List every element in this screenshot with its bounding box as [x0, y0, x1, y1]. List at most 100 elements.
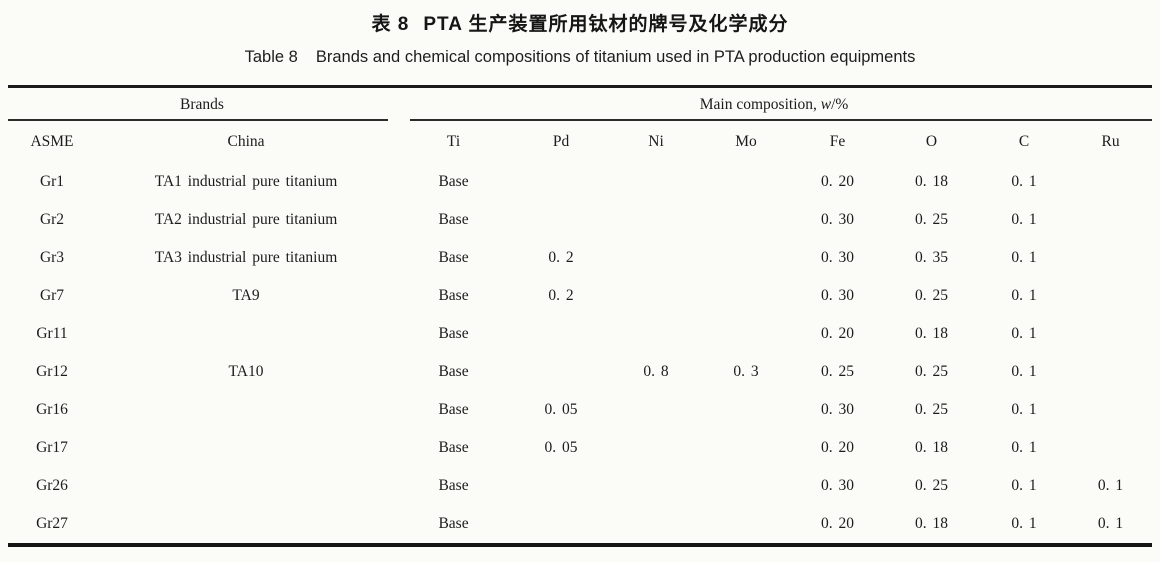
table-cell	[611, 505, 701, 545]
table-cell: 0. 25	[821, 363, 855, 380]
column-header-asme: ASME	[30, 133, 74, 150]
group-header-main-composition: Main composition, w/%	[396, 87, 1153, 122]
table-cell: 0. 1	[1011, 363, 1037, 380]
column-header-china: China	[227, 133, 265, 150]
table-cell: 0. 05	[544, 439, 578, 456]
group-header-row: Brands Main composition, w/%	[8, 87, 1153, 122]
table-cell: 0. 1	[1011, 325, 1037, 342]
table-cell	[1069, 353, 1152, 391]
table-row: Gr17 Base 0. 05 0. 20 0. 18 0. 1	[8, 429, 1152, 467]
column-header-ni: Ni	[648, 133, 664, 150]
table-row: Gr26 Base 0. 30 0. 25 0. 1 0. 1	[8, 467, 1152, 505]
table-cell	[611, 277, 701, 315]
table-cell: Base	[438, 477, 469, 494]
table-cell: 0. 1	[1011, 287, 1037, 304]
table-cell: 0. 1	[1011, 515, 1037, 532]
table-title-en-text: Brands and chemical compositions of tita…	[315, 48, 916, 66]
table-cell: 0. 25	[915, 477, 949, 494]
table-cell	[611, 391, 701, 429]
composition-label-prefix: Main composition,	[699, 95, 821, 113]
table-cell	[511, 505, 611, 545]
table-cell: TA9	[232, 287, 260, 304]
table-cell: 0. 05	[544, 401, 578, 418]
table-cell: Gr2	[39, 211, 65, 228]
table-cell	[1069, 277, 1152, 315]
table-cell: 0. 25	[915, 363, 949, 380]
table-cell: 0. 18	[915, 515, 949, 532]
table-cell: 0. 25	[915, 211, 949, 228]
table-cell	[511, 201, 611, 239]
table-cell	[701, 277, 791, 315]
table-cell: Gr1	[39, 173, 65, 190]
table-cell	[701, 315, 791, 353]
table-cell	[1069, 239, 1152, 277]
table-cell	[611, 239, 701, 277]
table-number-cn: 表 8	[371, 14, 410, 35]
column-header-ru: Ru	[1101, 133, 1120, 150]
column-header-o: O	[925, 133, 938, 150]
table-title-cn-text: PTA 生产装置所用钛材的牌号及化学成分	[423, 14, 789, 35]
table-row: Gr27 Base 0. 20 0. 18 0. 1 0. 1	[8, 505, 1152, 545]
table-cell: Base	[438, 287, 469, 304]
table-cell: Base	[438, 515, 469, 532]
table-cell: 0. 2	[548, 287, 574, 304]
table-cell	[511, 163, 611, 201]
table-row: Gr3 TA3 industrial pure titanium Base 0. 2 0…	[8, 239, 1152, 277]
table-cell: 0. 1	[1011, 173, 1037, 190]
table-row: Gr16 Base 0. 05 0. 30 0. 25 0. 1	[8, 391, 1152, 429]
table-row: Gr11 Base 0. 20 0. 18 0. 1	[8, 315, 1152, 353]
table-cell: 0. 35	[915, 249, 949, 266]
table-cell: 0. 1	[1011, 439, 1037, 456]
table-cell	[1069, 315, 1152, 353]
table-cell	[701, 163, 791, 201]
table-cell	[96, 505, 396, 545]
table-cell: 0. 20	[821, 515, 855, 532]
table-cell	[96, 315, 396, 353]
column-header-pd: Pd	[552, 133, 570, 150]
column-header-ti: Ti	[446, 133, 461, 150]
table-cell	[701, 505, 791, 545]
table-cell	[511, 353, 611, 391]
table-cell	[1069, 163, 1152, 201]
table-head: Brands Main composition, w/% ASME China Ti…	[8, 87, 1153, 164]
table-cell	[701, 429, 791, 467]
table-cell	[611, 467, 701, 505]
table-cell: 0. 18	[915, 325, 949, 342]
table-cell: Base	[438, 173, 469, 190]
table-cell	[701, 467, 791, 505]
table-cell: 0. 18	[915, 173, 949, 190]
table-row: Gr1 TA1 industrial pure titanium Base 0. 20…	[8, 163, 1152, 201]
table-row: Gr2 TA2 industrial pure titanium Base 0. 30…	[8, 201, 1152, 239]
table-cell: 0. 25	[915, 287, 949, 304]
table-cell	[1069, 201, 1152, 239]
table-cell: TA1 industrial pure titanium	[154, 173, 338, 190]
table-cell: Gr16	[36, 401, 68, 418]
table-cell: 0. 30	[821, 211, 855, 228]
table-cell	[511, 467, 611, 505]
table-cell: Base	[438, 363, 469, 380]
table-cell: TA3 industrial pure titanium	[154, 249, 338, 266]
table-cell: 0. 1	[1011, 477, 1037, 494]
group-header-brands: Brands	[8, 87, 396, 122]
table-cell: TA10	[228, 363, 264, 380]
column-header-c: C	[1018, 133, 1030, 150]
table-cell	[96, 467, 396, 505]
table-cell: Base	[438, 401, 469, 418]
table-cell: Base	[438, 211, 469, 228]
table-cell: 0. 1	[1011, 249, 1037, 266]
table-cell	[1069, 429, 1152, 467]
table-cell: 0. 18	[915, 439, 949, 456]
table-cell: Base	[438, 439, 469, 456]
table-cell: Base	[438, 249, 469, 266]
table-cell: TA2 industrial pure titanium	[154, 211, 338, 228]
table-cell: Gr26	[36, 477, 68, 494]
table-cell	[1069, 391, 1152, 429]
table-cell: 0. 30	[821, 477, 855, 494]
table-cell: 0. 30	[821, 249, 855, 266]
table-cell	[611, 315, 701, 353]
table-cell	[96, 391, 396, 429]
table-cell	[701, 239, 791, 277]
table-number-en: Table 8	[244, 48, 298, 66]
table-cell	[511, 315, 611, 353]
